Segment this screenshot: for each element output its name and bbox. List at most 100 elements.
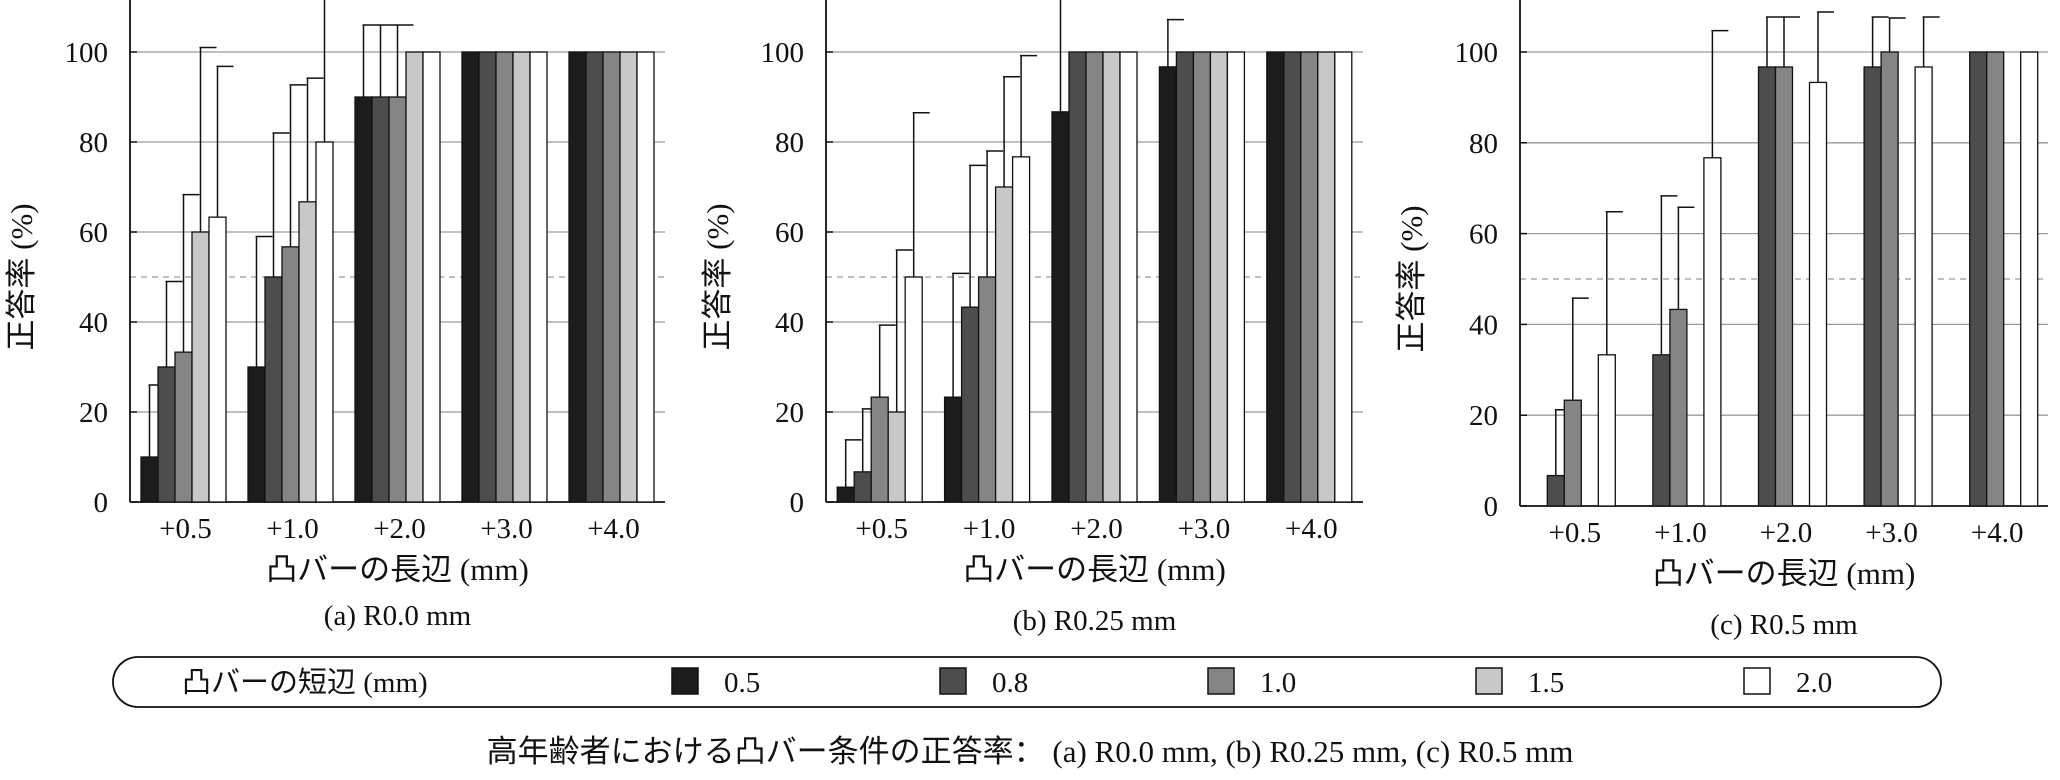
y-tick-label: 20 — [775, 397, 804, 429]
bar-3-30-s08 — [1863, 66, 1882, 507]
bar-3-40-s08 — [1969, 51, 1988, 507]
legend-title: 凸バーの短辺 (mm) — [182, 666, 428, 699]
bar-3-10-s08 — [1652, 354, 1671, 507]
x-tick-label: +4.0 — [1971, 517, 2024, 549]
y-axis-label: 正答率 (%) — [700, 203, 735, 350]
y-tick-label: 0 — [1484, 491, 1499, 523]
y-tick-label: 80 — [79, 127, 108, 159]
bar-3-20-s08 — [1757, 66, 1777, 507]
x-tick-label: +3.0 — [1178, 513, 1231, 545]
x-tick-label: +1.0 — [266, 513, 319, 545]
bar-2-30-s10 — [1192, 51, 1212, 503]
y-tick-label: 40 — [79, 307, 108, 339]
bar-3-05-s08 — [1546, 474, 1565, 507]
panel-subtitle: (b) R0.25 mm — [1013, 605, 1177, 637]
bar-2-20-s15 — [1102, 51, 1121, 503]
bar-2-20-s05 — [1051, 111, 1070, 503]
bar-1-10-s20 — [315, 141, 334, 503]
bar-2-30-s20 — [1226, 51, 1246, 503]
bar-2-05-s08 — [853, 471, 872, 503]
y-tick-label: 60 — [1469, 219, 1498, 251]
legend: 凸バーの短辺 (mm) 0.5 0.8 1.0 1.5 2.0 — [112, 656, 1942, 708]
x-tick-label: +4.0 — [587, 513, 640, 545]
y-tick-label: 40 — [775, 307, 804, 339]
y-tick-label: 0 — [94, 487, 109, 519]
bar-1-20-s15 — [405, 51, 424, 503]
bar-1-40-s20 — [636, 51, 655, 503]
bar-1-05-s10 — [174, 351, 193, 503]
y-axis-label: 正答率 (%) — [1394, 205, 1429, 352]
bar-2-10-s10 — [977, 276, 997, 503]
bar-1-10-s15 — [298, 201, 317, 503]
x-tick-label: +2.0 — [1070, 513, 1123, 545]
bar-1-10-s10 — [281, 246, 300, 503]
bar-1-10-s05 — [247, 366, 266, 503]
legend-label-05: 0.5 — [724, 667, 760, 699]
x-tick-label: +3.0 — [480, 513, 533, 545]
bar-3-05-s10 — [1563, 399, 1582, 507]
x-axis-label: 凸バーの長辺 (mm) — [963, 552, 1226, 587]
x-tick-label: +2.0 — [373, 513, 426, 545]
bar-2-10-s15 — [994, 186, 1014, 503]
legend-swatch-20 — [1743, 667, 1771, 695]
bar-3-20-s20 — [1808, 81, 1828, 507]
x-tick-label: +1.0 — [963, 513, 1016, 545]
y-tick-label: 20 — [1469, 400, 1498, 432]
bar-3-40-s20 — [2020, 51, 2039, 507]
bar-1-05-s15 — [191, 231, 210, 503]
bar-2-20-s10 — [1085, 51, 1104, 503]
bar-1-30-s10 — [495, 51, 514, 503]
bar-1-20-s05 — [354, 96, 373, 503]
bar-1-05-s08 — [157, 366, 176, 503]
y-tick-label: 0 — [790, 487, 805, 519]
x-tick-label: +3.0 — [1865, 517, 1918, 549]
y-tick-label: 40 — [1469, 309, 1498, 341]
bar-3-20-s10 — [1774, 66, 1794, 507]
bar-2-40-s20 — [1334, 51, 1353, 503]
y-axis-label: 正答率 (%) — [4, 203, 39, 350]
y-tick-label: 100 — [761, 37, 805, 69]
legend-box — [112, 656, 1942, 708]
bar-1-30-s08 — [478, 51, 497, 503]
y-tick-label: 80 — [775, 127, 804, 159]
bar-1-40-s08 — [585, 51, 604, 503]
bar-2-05-s15 — [887, 411, 906, 503]
legend-swatch-05 — [671, 667, 699, 695]
panel-subtitle: (a) R0.0 mm — [324, 600, 472, 632]
bar-2-05-s05 — [836, 486, 855, 503]
chart-panel-2: 0 20 40 60 80 100 正答率 (%) +0.5 +1.0 +2.0 +3.0 +4.0 凸… — [700, 0, 1363, 637]
bar-1-05-s20 — [208, 216, 227, 503]
x-tick-label: +4.0 — [1285, 513, 1338, 545]
legend-swatch-15 — [1475, 667, 1503, 695]
legend-label-10: 1.0 — [1260, 667, 1296, 699]
bar-1-10-s08 — [264, 276, 283, 503]
y-tick-label: 80 — [1469, 128, 1498, 160]
bar-3-10-s20 — [1703, 157, 1722, 507]
y-tick-label: 100 — [1455, 37, 1499, 69]
bar-2-10-s08 — [960, 306, 980, 503]
x-tick-label: +0.5 — [855, 513, 908, 545]
figure-caption: 高年齢者における凸バー条件の正答率： (a) R0.0 mm, (b) R0.2… — [487, 734, 1574, 769]
legend-swatch-08 — [939, 667, 967, 695]
bar-2-10-s20 — [1011, 156, 1031, 503]
bar-3-10-s10 — [1669, 308, 1688, 507]
bar-2-30-s05 — [1158, 66, 1178, 503]
bar-1-20-s10 — [388, 96, 407, 503]
bar-2-40-s10 — [1300, 51, 1319, 503]
bar-2-10-s05 — [943, 396, 963, 503]
x-axis-label: 凸バーの長辺 (mm) — [1653, 556, 1916, 591]
y-tick-label: 20 — [79, 397, 108, 429]
bar-1-40-s15 — [619, 51, 638, 503]
x-tick-label: +0.5 — [159, 513, 212, 545]
x-tick-label: +0.5 — [1548, 517, 1601, 549]
legend-swatch-10 — [1207, 667, 1235, 695]
bar-2-40-s08 — [1283, 51, 1302, 503]
x-axis-label: 凸バーの長辺 (mm) — [266, 552, 529, 587]
bar-1-30-s05 — [461, 51, 480, 503]
bar-2-40-s15 — [1317, 51, 1336, 503]
bar-2-05-s10 — [870, 396, 889, 503]
bar-1-30-s20 — [529, 51, 548, 503]
bar-1-05-s05 — [140, 456, 159, 503]
chart-panel-1: 0 20 40 60 80 100 正答率 (%) +0.5 +1.0 +2.0 +3.0 +4.0 凸… — [4, 0, 665, 632]
